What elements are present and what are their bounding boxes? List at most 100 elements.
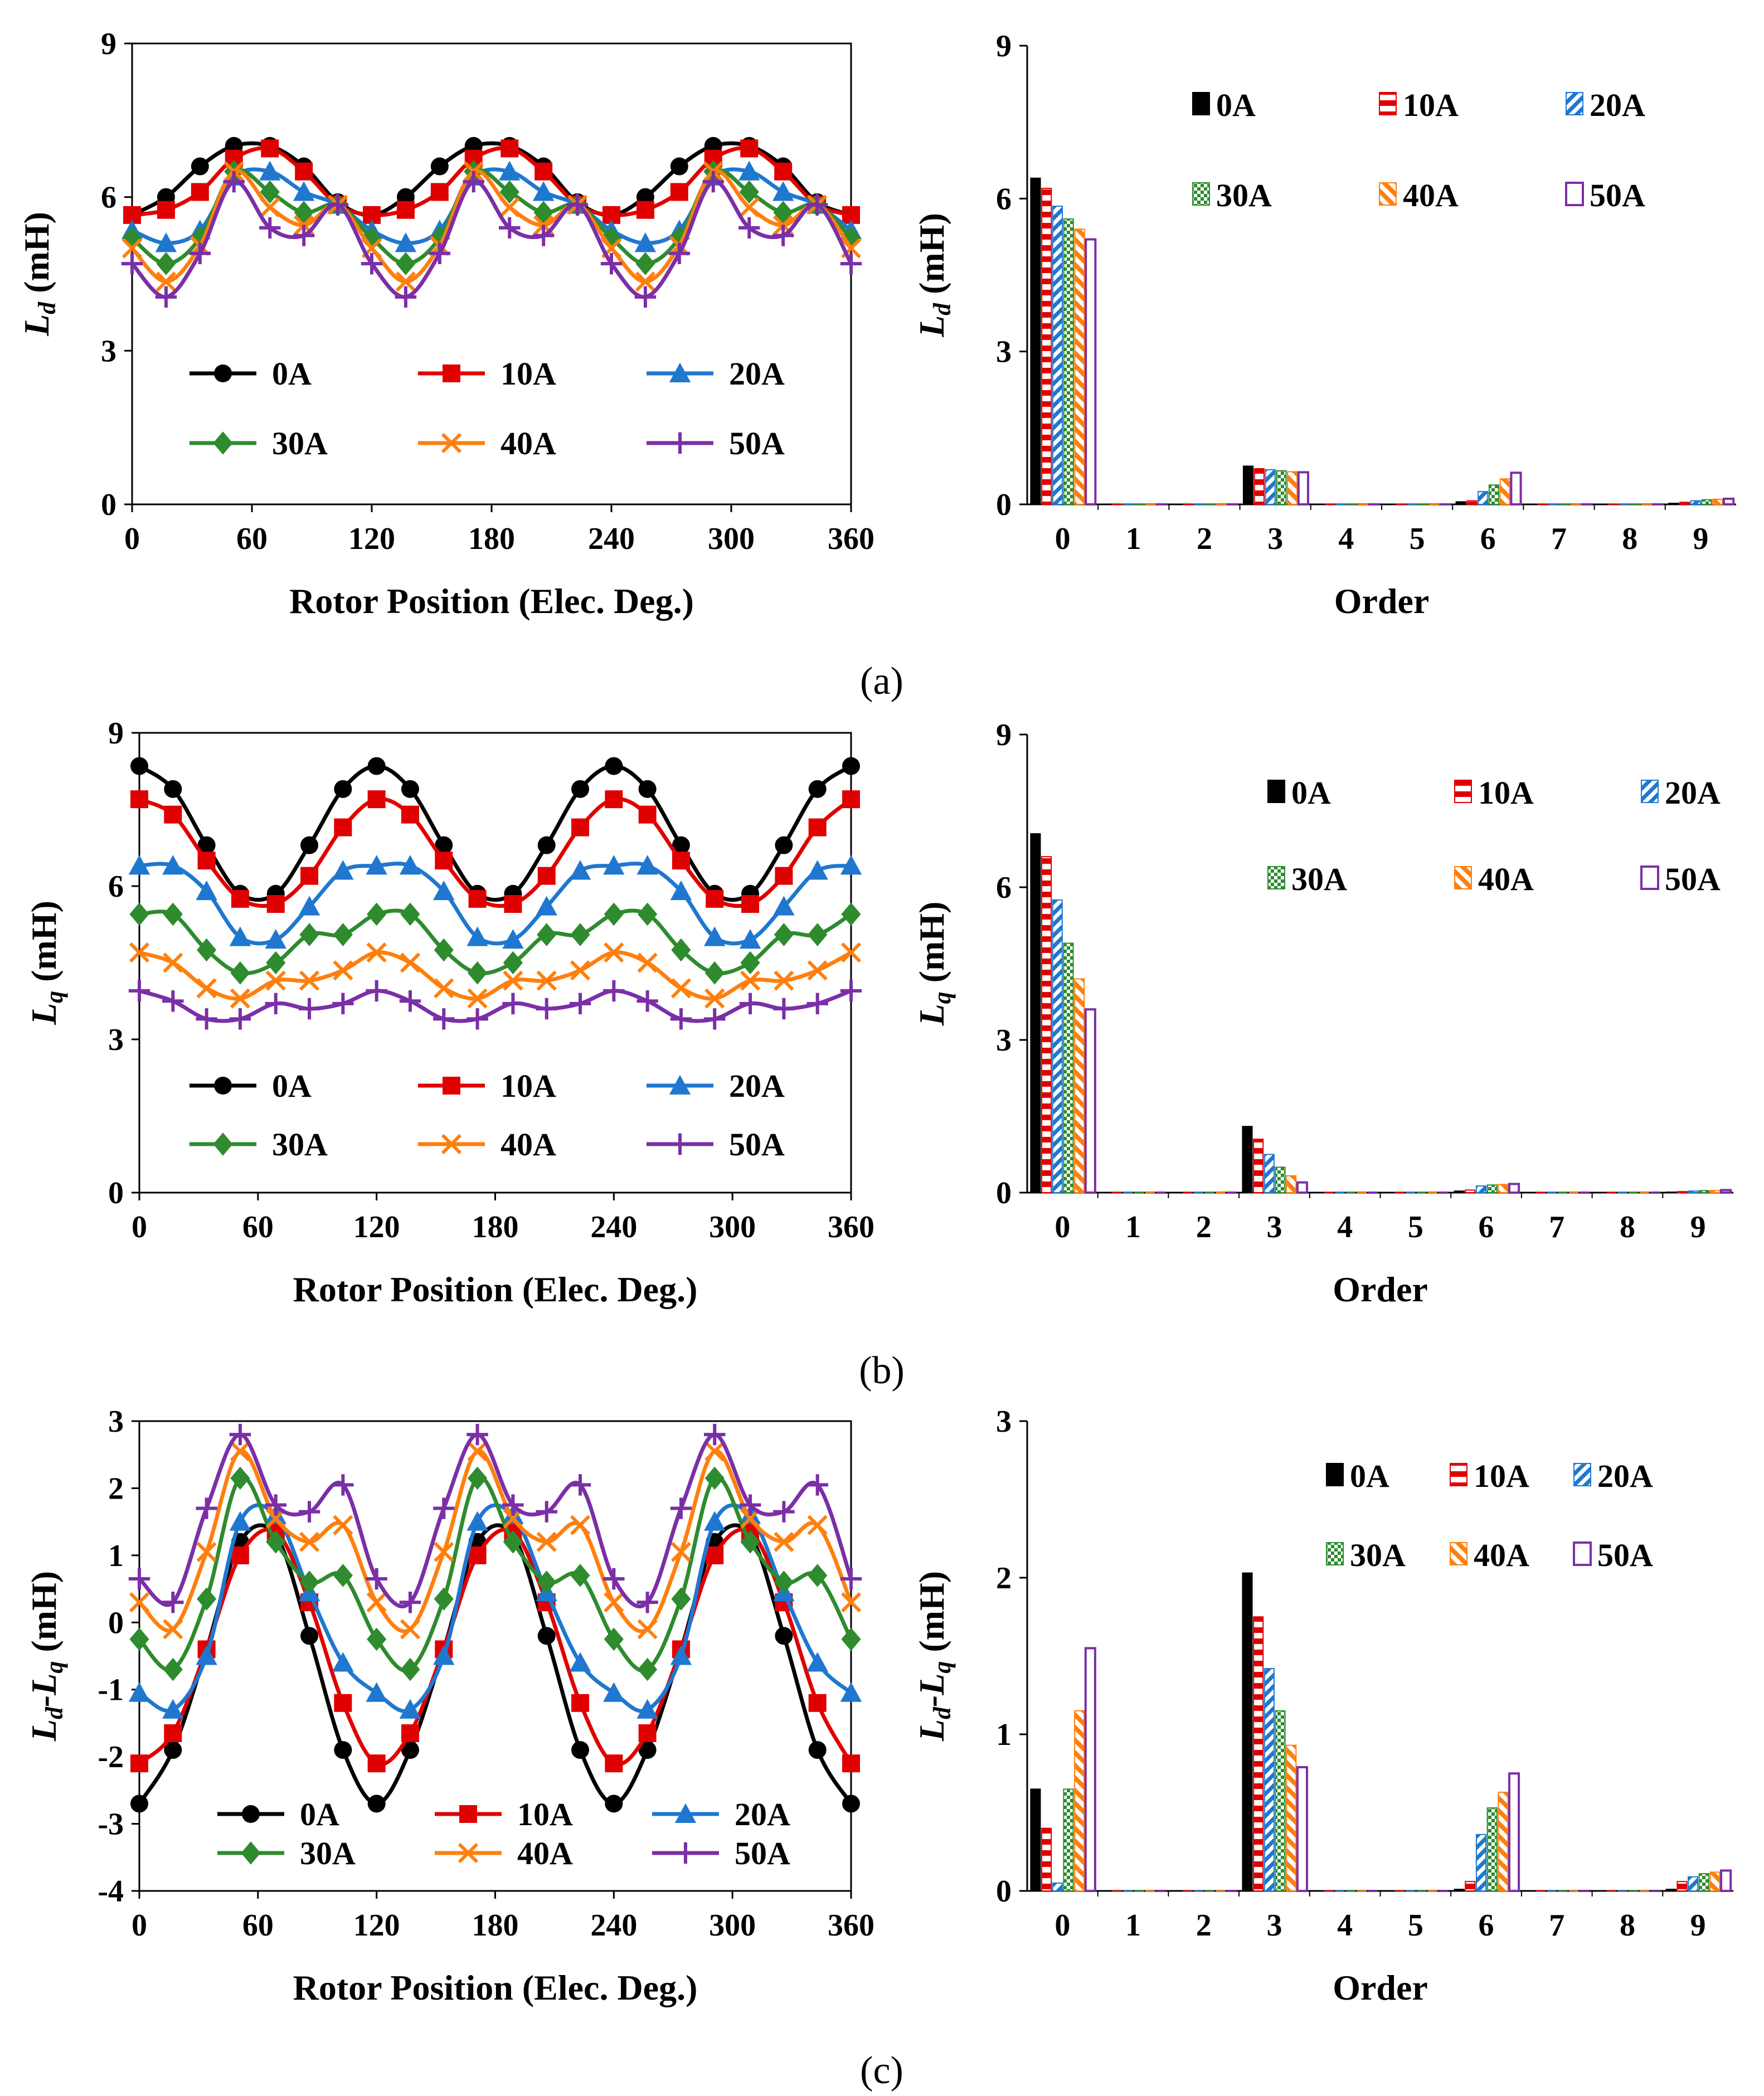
c-left-legend-label: 50A: [735, 1835, 790, 1871]
b-right-bar-50A: [1084, 1008, 1096, 1194]
c-right-legend-swatch: [1326, 1463, 1344, 1486]
c-left-point-20A: [569, 1652, 591, 1672]
a-left-point-30A: [362, 226, 382, 250]
c-left-point-50A: [332, 1474, 354, 1496]
a-left-point-50A: [259, 217, 281, 239]
c-left-point-40A: [434, 1541, 454, 1562]
b-left-point-40A: [299, 970, 320, 991]
c-right-bar-10A: [1253, 1616, 1264, 1891]
a-right-bar-50A: [1085, 238, 1097, 505]
c-left-point-30A: [266, 1530, 286, 1554]
a-right-ytick-label: 0: [996, 488, 1012, 522]
b-right-bar-20A: [1264, 1154, 1275, 1193]
b-left-point-30A: [808, 923, 828, 946]
b-left-point-10A: [537, 867, 556, 885]
a-left-series-line-50A: [130, 179, 853, 299]
c-left-legend-marker: [458, 1842, 479, 1864]
b-left-point-20A: [229, 926, 251, 946]
a-left-point-0A: [670, 157, 688, 176]
c-left-legend-marker: [241, 1841, 261, 1865]
a-left-point-10A: [670, 183, 688, 201]
b-left-xtick-label: 240: [590, 1210, 637, 1244]
c-right-legend-label: 50A: [1597, 1537, 1653, 1573]
c-left-legend-label: 0A: [300, 1796, 339, 1832]
c-right-xlabel: Order: [1333, 1968, 1428, 2007]
c-right-xtick-label: 0: [1054, 1908, 1070, 1943]
a-right-xtick-label: 9: [1693, 522, 1708, 556]
a-right-legend-label: 30A: [1216, 177, 1272, 213]
b-right-xtick-label: 3: [1266, 1210, 1282, 1244]
b-left-point-40A: [400, 952, 421, 973]
b-left-point-50A: [840, 980, 862, 1002]
b-right-legend-swatch: [1641, 780, 1659, 803]
b-right-bar-30A: [1063, 942, 1074, 1193]
b-left-point-10A: [571, 818, 590, 837]
b-left-point-20A: [806, 860, 828, 880]
b-left-point-20A: [704, 926, 726, 946]
b-left-xtick-label: 60: [242, 1210, 274, 1244]
b-left-point-50A: [196, 1008, 217, 1030]
b-right-bar-10A: [1041, 856, 1052, 1193]
a-left-point-10A: [295, 162, 313, 181]
a-left-point-0A: [430, 157, 449, 176]
c-left-point-40A: [774, 1531, 794, 1552]
b-right-legend-label: 10A: [1478, 775, 1534, 811]
c-left-point-30A: [299, 1570, 319, 1594]
b-right-legend-swatch: [1267, 780, 1285, 803]
a-left-legend-label: 50A: [729, 425, 785, 461]
panel-label-a: (a): [860, 660, 903, 703]
b-left-point-20A: [569, 860, 591, 880]
b-left-point-10A: [638, 805, 657, 824]
b-left-point-40A: [163, 952, 183, 973]
c-left-point-50A: [128, 1568, 150, 1590]
b-right-legend-swatch: [1454, 866, 1472, 889]
b-left-point-30A: [333, 923, 353, 946]
c-right-bar-10A: [1041, 1827, 1052, 1892]
b-left-point-40A: [434, 978, 454, 999]
b-right-bar-50A: [1508, 1183, 1520, 1194]
b-left-legend-label: 30A: [272, 1126, 328, 1163]
a-left-point-50A: [223, 171, 245, 193]
b-left-xtick-label: 360: [828, 1210, 874, 1244]
c-left-point-30A: [537, 1570, 557, 1594]
c-left-point-10A: [638, 1724, 657, 1742]
c-left-point-30A: [774, 1570, 794, 1594]
c-left-point-30A: [230, 1466, 250, 1490]
a-left-point-0A: [191, 157, 209, 176]
a-right-bar-50A: [1510, 471, 1522, 505]
b-left-point-50A: [536, 998, 557, 1020]
b-left-legend-marker: [214, 1077, 232, 1095]
b-left-point-40A: [774, 970, 794, 991]
c-left-point-20A: [399, 1699, 421, 1719]
c-left-xtick-label: 360: [828, 1908, 874, 1943]
b-left-point-30A: [197, 938, 217, 962]
c-left-legend-label: 10A: [517, 1796, 573, 1832]
c-left-point-30A: [197, 1587, 217, 1611]
a-left-ytick-label: 9: [101, 27, 116, 61]
b-left-point-0A: [334, 780, 352, 798]
b-right-bar-10A: [1253, 1139, 1264, 1193]
a-left-point-50A: [840, 252, 862, 275]
a-right-legend-swatch: [1566, 92, 1583, 115]
c-right-bar-50A: [1508, 1772, 1520, 1892]
c-left-point-50A: [670, 1497, 692, 1519]
b-left-point-20A: [636, 855, 658, 875]
b-left-point-40A: [265, 970, 286, 991]
c-right-legend-swatch: [1573, 1463, 1591, 1486]
b-left-point-50A: [670, 1008, 692, 1030]
c-left-series-line-10A: [138, 1527, 853, 1767]
b-left-point-20A: [366, 855, 387, 875]
c-right-xtick-label: 3: [1266, 1908, 1282, 1943]
c-left-point-50A: [502, 1494, 524, 1516]
b-left-legend-marker: [441, 1134, 462, 1155]
b-right-legend-label: 0A: [1291, 775, 1331, 811]
a-left-point-40A: [155, 271, 177, 292]
a-right-bar-40A: [1287, 471, 1298, 505]
b-left-point-30A: [537, 923, 557, 946]
a-left-point-30A: [601, 226, 621, 250]
b-left-point-30A: [570, 923, 590, 946]
b-right-xtick-label: 4: [1337, 1210, 1353, 1244]
a-left-legend-label: 10A: [500, 356, 556, 392]
c-left-point-40A: [400, 1619, 421, 1640]
a-left-point-20A: [155, 232, 177, 252]
